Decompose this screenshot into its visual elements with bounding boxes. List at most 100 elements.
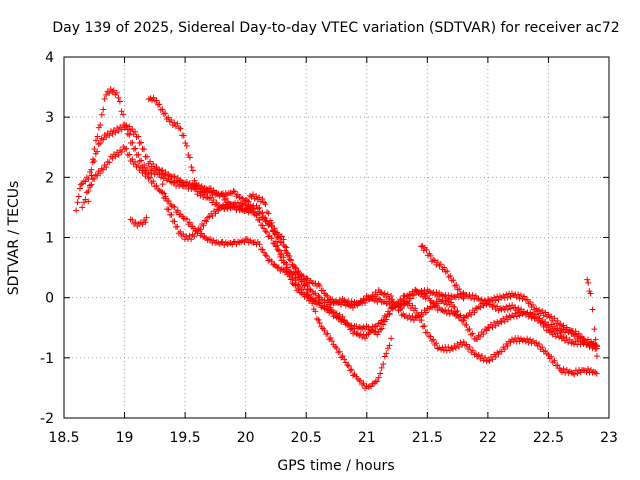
data-point [381, 353, 388, 360]
data-point [175, 230, 182, 237]
data-point [489, 324, 496, 331]
data-point [138, 157, 145, 164]
data-point [551, 328, 558, 335]
data-point [498, 348, 505, 355]
data-point [507, 339, 514, 346]
data-point [88, 166, 95, 173]
data-point [557, 332, 564, 339]
data-point [174, 120, 181, 127]
data-point [259, 222, 266, 229]
data-point [571, 371, 578, 378]
data-point [465, 313, 472, 320]
data-point [586, 342, 593, 349]
axis-ticks [63, 56, 610, 419]
data-point [428, 337, 435, 344]
data-point [588, 339, 595, 346]
data-point [537, 319, 544, 326]
data-point [360, 380, 367, 387]
data-point [234, 191, 241, 198]
data-point [503, 313, 510, 320]
data-point [464, 327, 471, 334]
data-point [292, 282, 299, 289]
x-tick-labels: 18.5 19 19.5 20 20.5 21 21.5 22 22.5 23 [48, 430, 618, 446]
data-point [162, 195, 169, 202]
data-point [495, 320, 502, 327]
data-point [259, 246, 266, 253]
data-point [153, 182, 160, 189]
data-point [123, 145, 130, 152]
y-tick-label: -1 [40, 351, 54, 367]
data-point [494, 349, 501, 356]
data-point [212, 210, 219, 217]
data-point [115, 94, 122, 101]
data-point [321, 327, 328, 334]
data-point [398, 312, 405, 319]
data-point [412, 305, 419, 312]
data-point [138, 165, 145, 172]
data-point [304, 293, 311, 300]
series-fragments [73, 181, 600, 360]
data-point [147, 174, 154, 181]
data-point [88, 181, 95, 188]
data-point [124, 152, 131, 159]
data-point [106, 159, 113, 166]
data-point [386, 342, 393, 349]
data-point [132, 159, 139, 166]
data-point [489, 356, 496, 363]
data-point [274, 242, 281, 249]
data-point [245, 198, 252, 205]
data-point [98, 135, 105, 142]
data-point [213, 206, 220, 213]
data-point [268, 219, 275, 226]
data-point [388, 304, 395, 311]
data-point [312, 290, 319, 297]
data-point [106, 132, 113, 139]
data-point [380, 361, 387, 368]
data-point [539, 318, 546, 325]
data-point [323, 292, 330, 299]
data-point [154, 101, 161, 108]
data-point [304, 275, 311, 282]
data-point [520, 293, 527, 300]
data-point [304, 286, 311, 293]
data-point [92, 137, 99, 144]
data-point [316, 300, 323, 307]
data-point [453, 281, 460, 288]
data-point [457, 291, 464, 298]
data-point [486, 357, 493, 364]
data-point [97, 121, 104, 128]
data-point [515, 305, 522, 312]
data-point [533, 311, 540, 318]
data-point [492, 322, 499, 329]
data-point [94, 133, 101, 140]
data-point [336, 348, 343, 355]
data-point [110, 87, 117, 94]
data-point [359, 298, 366, 305]
data-point [569, 330, 576, 337]
data-point [183, 216, 190, 223]
data-point [207, 236, 214, 243]
data-point [174, 223, 181, 230]
data-point [377, 326, 384, 333]
data-point [542, 322, 549, 329]
x-tick-label: 19 [116, 430, 134, 446]
data-point [475, 351, 482, 358]
data-point [459, 291, 466, 298]
data-point [306, 292, 313, 299]
data-point [246, 192, 253, 199]
data-point [132, 128, 139, 135]
y-tick-label: -2 [40, 411, 54, 427]
data-point [292, 270, 299, 277]
data-point [259, 209, 266, 216]
data-point [116, 98, 123, 105]
series-track-1 [85, 86, 600, 378]
data-point [409, 313, 416, 320]
data-point [501, 346, 508, 353]
data-point [431, 257, 438, 264]
data-point [589, 306, 596, 313]
data-point [546, 314, 553, 321]
data-point [516, 338, 523, 345]
data-point [283, 244, 290, 251]
data-point [241, 238, 248, 245]
data-point [348, 322, 355, 329]
